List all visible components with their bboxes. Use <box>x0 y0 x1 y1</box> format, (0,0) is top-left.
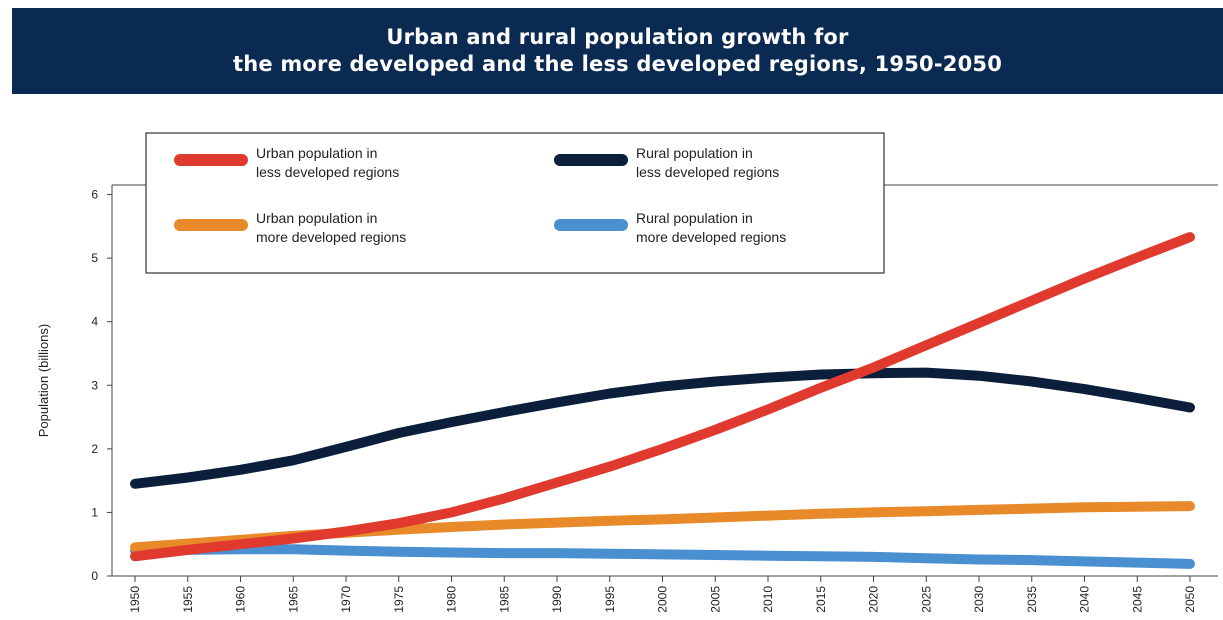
legend-label-3-line-1: more developed regions <box>636 229 786 245</box>
series-line-3 <box>130 544 1195 569</box>
y-tick-label: 5 <box>91 251 98 265</box>
x-tick-label: 1985 <box>497 586 511 613</box>
x-tick-label: 1955 <box>181 586 195 613</box>
x-tick-label: 1990 <box>550 586 564 613</box>
legend-label-2-line-0: Urban population in <box>256 210 377 226</box>
legend-box <box>145 132 885 274</box>
x-tick-label: 1975 <box>392 586 406 613</box>
x-tick-label: 2035 <box>1025 586 1039 613</box>
y-tick-label: 2 <box>91 442 98 456</box>
chart-title-line-1: Urban and rural population growth for <box>386 25 849 49</box>
legend-label-0-line-0: Urban population in <box>256 145 377 161</box>
legend-label-1-line-0: Rural population in <box>636 145 753 161</box>
y-axis-title: Population (billions) <box>36 324 51 437</box>
chart-title-line-2: the more developed and the less develope… <box>232 52 1003 76</box>
x-tick-label: 2040 <box>1078 586 1092 613</box>
x-tick-label: 2020 <box>867 586 881 613</box>
x-tick-label: 1970 <box>339 586 353 613</box>
x-tick-label: 1965 <box>286 586 300 613</box>
x-tick-label: 2005 <box>708 586 722 613</box>
x-tick-label: 1980 <box>445 586 459 613</box>
y-tick-label: 0 <box>91 569 98 583</box>
x-tick-label: 2010 <box>761 586 775 613</box>
x-tick-label: 1995 <box>603 586 617 613</box>
y-tick-label: 3 <box>91 378 98 392</box>
x-tick-label: 2000 <box>656 586 670 613</box>
series-line-0 <box>130 232 1195 562</box>
series-line-1 <box>130 367 1195 489</box>
x-tick-label: 1960 <box>234 586 248 613</box>
x-tick-label: 2025 <box>919 586 933 613</box>
chart-title-banner: Urban and rural population growth for th… <box>12 8 1223 94</box>
legend-label-0-line-1: less developed regions <box>256 164 399 180</box>
x-tick-label: 2015 <box>814 586 828 613</box>
y-tick-label: 1 <box>91 505 98 519</box>
x-tick-label: 1950 <box>128 586 142 613</box>
legend-label-3-line-0: Rural population in <box>636 210 753 226</box>
x-tick-label: 2030 <box>972 586 986 613</box>
legend-label-2-line-1: more developed regions <box>256 229 406 245</box>
y-tick-label: 4 <box>91 315 98 329</box>
x-tick-label: 2045 <box>1130 586 1144 613</box>
x-tick-label: 2050 <box>1183 586 1197 613</box>
y-tick-label: 6 <box>91 188 98 202</box>
legend-label-1-line-1: less developed regions <box>636 164 779 180</box>
